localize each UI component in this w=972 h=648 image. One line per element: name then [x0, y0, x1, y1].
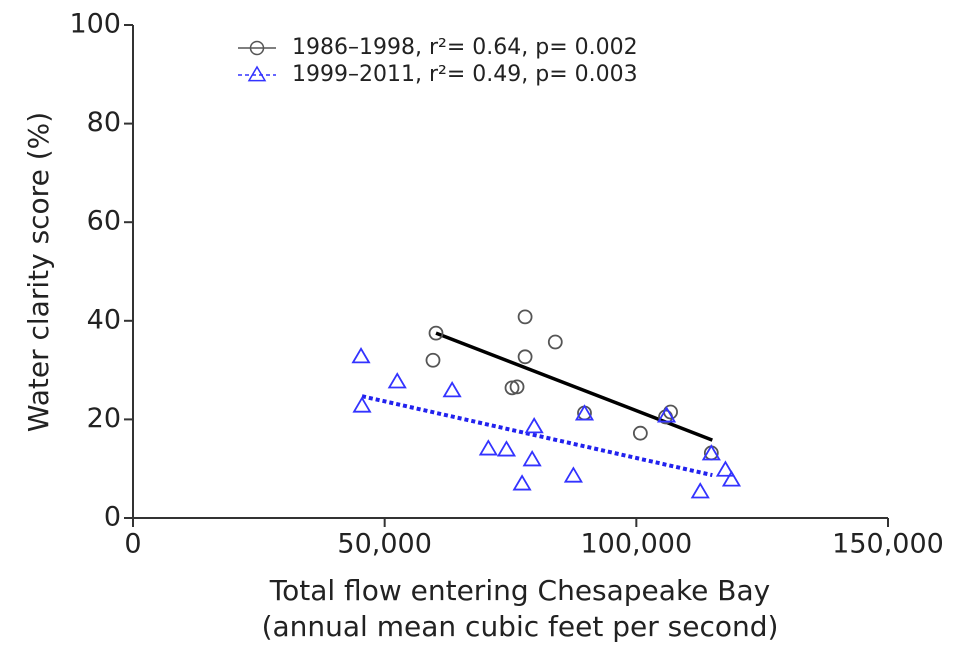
- data-point: [656, 406, 677, 423]
- data-point: [547, 334, 563, 350]
- x-axis-title: Total flow entering Chesapeake Bay: [269, 574, 770, 607]
- x-tick-label: 150,000: [832, 529, 944, 560]
- data-point: [517, 349, 533, 365]
- y-tick-label: 80: [87, 107, 121, 138]
- data-point: [721, 470, 742, 487]
- data-point: [512, 474, 532, 491]
- x-tick-label: 100,000: [581, 529, 693, 560]
- y-tick-label: 100: [69, 9, 121, 40]
- legend-marker: [247, 65, 267, 82]
- data-point: [701, 444, 721, 461]
- data-point: [428, 325, 444, 341]
- legend-label: 1999–2011, r²= 0.49, p= 0.003: [292, 62, 638, 87]
- data-point: [496, 440, 517, 457]
- data-point: [563, 466, 583, 483]
- data-point: [517, 309, 533, 325]
- data-point: [425, 352, 441, 368]
- data-point: [352, 396, 372, 413]
- y-tick-label: 20: [87, 403, 121, 434]
- data-point: [509, 379, 525, 395]
- data-point: [715, 460, 735, 477]
- data-point: [574, 404, 595, 421]
- y-tick-label: 40: [87, 304, 121, 335]
- x-axis-title: (annual mean cubic feet per second): [262, 610, 779, 643]
- x-tick-label: 0: [124, 529, 141, 560]
- y-tick-label: 60: [87, 206, 121, 237]
- data-point: [387, 372, 407, 389]
- data-point: [442, 381, 462, 398]
- data-point: [690, 482, 710, 499]
- y-tick-label: 0: [104, 502, 121, 533]
- y-axis-title: Water clarity score (%): [22, 112, 55, 432]
- data-point: [478, 439, 498, 456]
- data-point: [522, 450, 542, 467]
- data-point: [632, 425, 648, 441]
- data-point: [351, 347, 371, 364]
- data-point: [504, 380, 520, 396]
- legend-label: 1986–1998, r²= 0.64, p= 0.002: [292, 35, 638, 60]
- legend-marker: [249, 40, 265, 56]
- trend-line: [361, 394, 713, 478]
- x-tick-label: 50,000: [337, 529, 431, 560]
- data-point: [524, 417, 544, 434]
- trend-line: [435, 331, 713, 442]
